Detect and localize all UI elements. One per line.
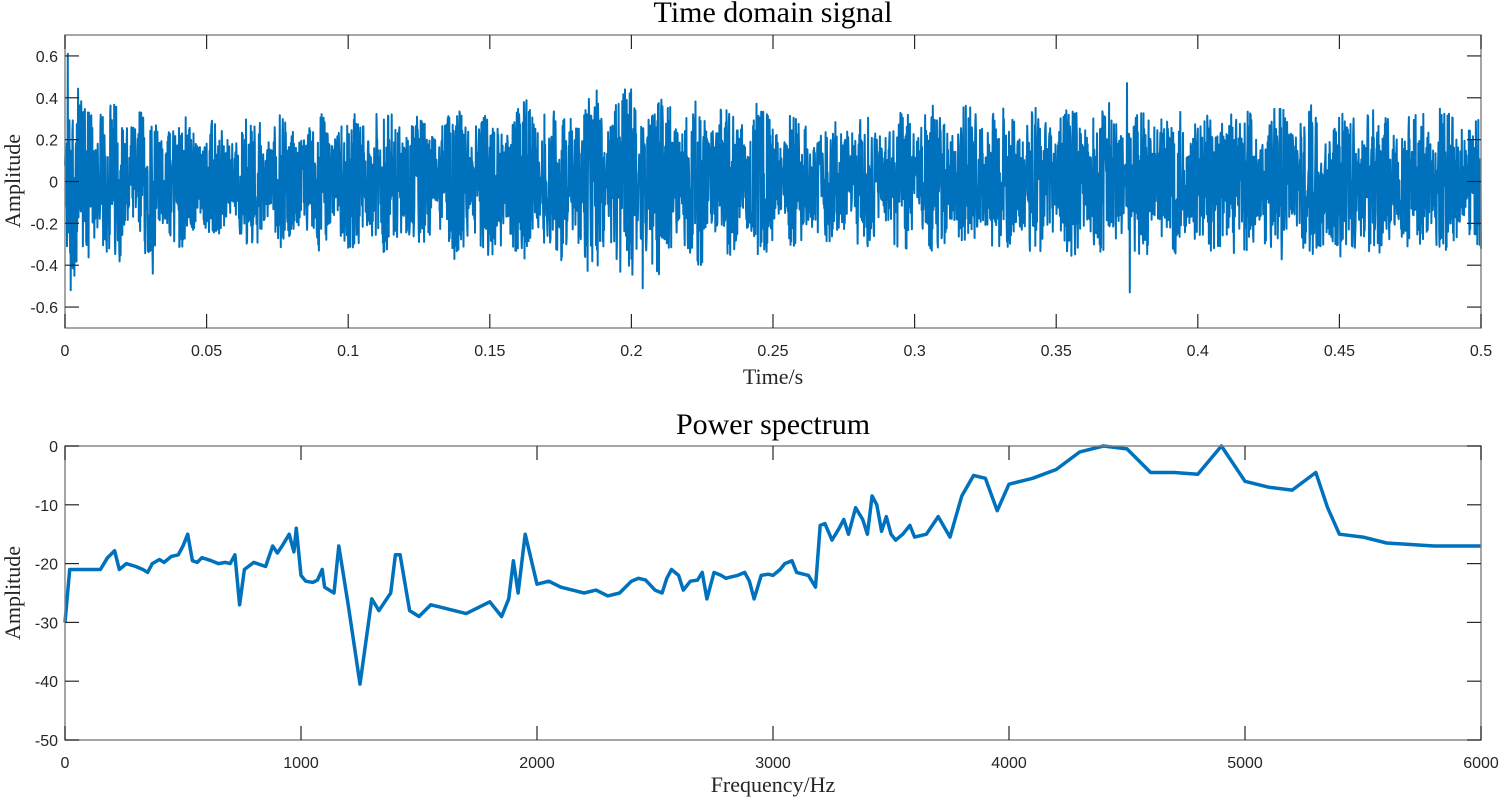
x-tick-label: 0.05 <box>191 343 222 360</box>
bottom-y-label: Amplitude <box>0 546 25 640</box>
power-spectrum-axes: Power spectrum 0 1000 2000 3000 4000 5000 6000… <box>0 408 1499 797</box>
top-y-label: Amplitude <box>0 134 25 228</box>
x-tick-label: 0.5 <box>1470 343 1492 360</box>
top-y-ticks: 0.6 0.4 0.2 0 -0.2 -0.4 -0.6 <box>30 49 1481 317</box>
y-tick-label: 0.6 <box>36 49 58 66</box>
x-tick-label: 0.2 <box>620 343 642 360</box>
bottom-axes-frame <box>64 445 1482 741</box>
top-title: Time domain signal <box>654 0 893 29</box>
x-tick-label: 4000 <box>991 755 1027 772</box>
y-tick-label: -30 <box>35 615 58 632</box>
x-tick-label: 5000 <box>1227 755 1263 772</box>
y-tick-label: 0.4 <box>36 91 58 108</box>
x-tick-label: 0.45 <box>1324 343 1355 360</box>
top-x-label: Time/s <box>743 364 803 389</box>
x-tick-label: 0.4 <box>1187 343 1209 360</box>
bottom-x-label: Frequency/Hz <box>711 772 836 797</box>
bottom-y-ticks: 0 -10 -20 -30 -40 -50 <box>35 439 1481 750</box>
time-domain-axes: Time domain signal 0 0.05 0.1 0.15 0.2 0.25 0.… <box>0 0 1492 389</box>
x-tick-label: 6000 <box>1463 755 1499 772</box>
y-tick-label: -50 <box>35 733 58 750</box>
x-tick-label: 0.1 <box>337 343 359 360</box>
y-tick-label: -10 <box>35 498 58 515</box>
y-tick-label: 0 <box>49 175 58 192</box>
y-tick-label: 0.2 <box>36 133 58 150</box>
x-tick-label: 0.25 <box>757 343 788 360</box>
x-tick-label: 3000 <box>755 755 791 772</box>
time-signal-path <box>64 52 1482 294</box>
x-tick-label: 1000 <box>283 755 319 772</box>
top-x-ticks: 0 0.05 0.1 0.15 0.2 0.25 0.3 0.35 0.4 0.45 0.5 <box>61 35 1492 360</box>
y-tick-label: -0.2 <box>30 216 58 233</box>
x-tick-label: 0 <box>61 343 70 360</box>
x-tick-label: 0.35 <box>1041 343 1072 360</box>
x-tick-label: 0.3 <box>903 343 925 360</box>
y-tick-label: -0.6 <box>30 300 58 317</box>
spectrum-line <box>63 444 1481 686</box>
y-tick-label: -20 <box>35 557 58 574</box>
x-tick-label: 2000 <box>519 755 555 772</box>
x-tick-label: 0 <box>61 755 70 772</box>
bottom-title: Power spectrum <box>676 408 870 441</box>
y-tick-label: -40 <box>35 674 58 691</box>
bottom-x-ticks: 0 1000 2000 3000 4000 5000 6000 <box>61 446 1499 772</box>
y-tick-label: -0.4 <box>30 258 58 275</box>
y-tick-label: 0 <box>49 439 58 456</box>
x-tick-label: 0.15 <box>474 343 505 360</box>
time-signal-line <box>64 52 1482 294</box>
